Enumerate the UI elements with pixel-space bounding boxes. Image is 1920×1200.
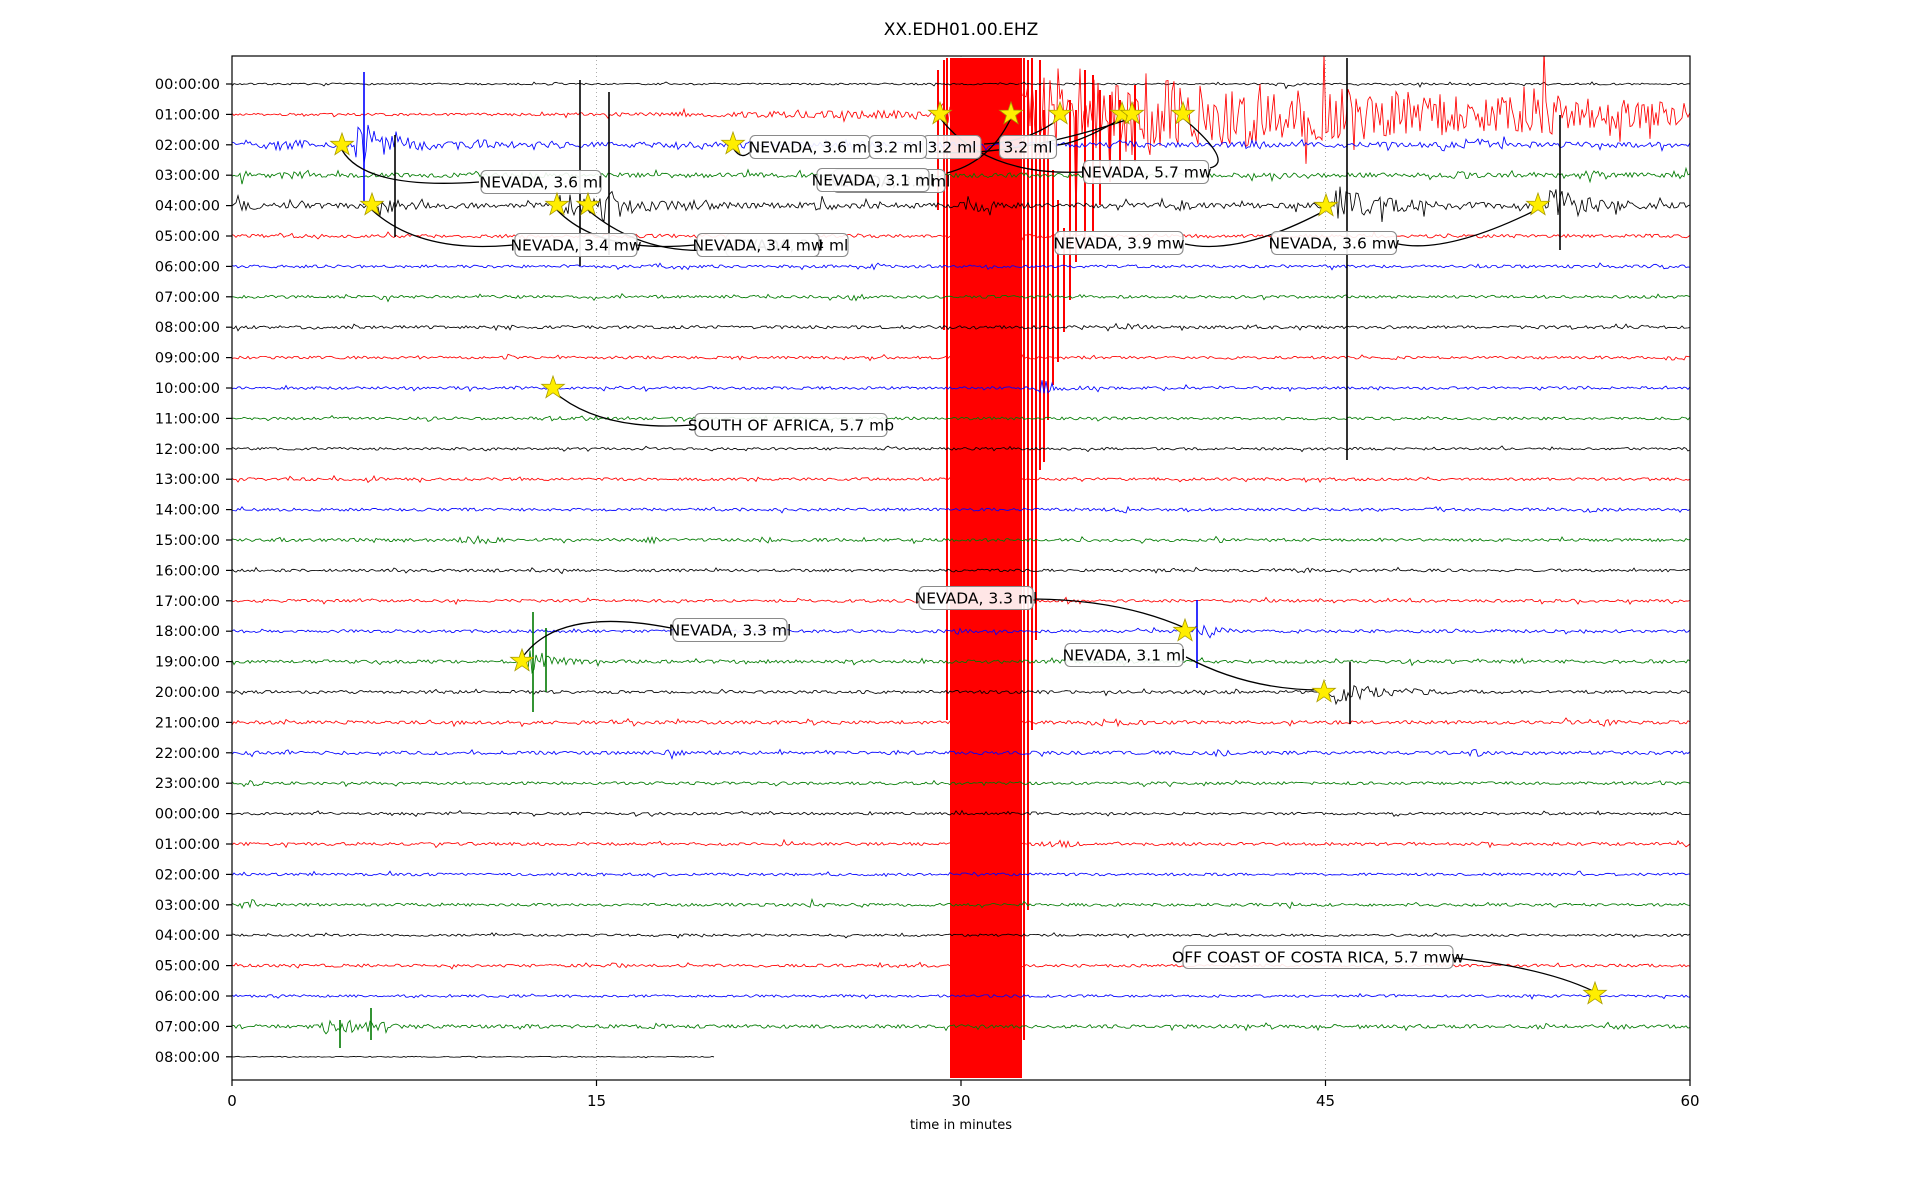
svg-text:00:00:00: 00:00:00 [155, 77, 220, 93]
svg-text:06:00:00: 06:00:00 [155, 989, 220, 1005]
event-label: OFF COAST OF COSTA RICA, 5.7 mww [1172, 944, 1464, 970]
svg-text:05:00:00: 05:00:00 [155, 959, 220, 975]
event-label: NEVADA, 3.3 ml [669, 617, 792, 643]
svg-text:03:00:00: 03:00:00 [155, 898, 220, 914]
event-star-marker [509, 647, 535, 672]
svg-text:3.2 ml: 3.2 ml [874, 139, 923, 157]
svg-text:NEVADA, 3.3 ml: NEVADA, 3.3 ml [915, 590, 1038, 608]
event-label: NEVADA, 3.1 ml [1063, 642, 1186, 668]
event-label: 3.2 ml [868, 134, 928, 160]
event-label: NEVADA, 3.1 ml [812, 167, 935, 193]
event-star-marker [1582, 980, 1608, 1005]
x-axis-label: time in minutes [909, 1118, 1013, 1133]
svg-text:13:00:00: 13:00:00 [155, 472, 220, 488]
svg-text:02:00:00: 02:00:00 [155, 138, 220, 154]
svg-text:01:00:00: 01:00:00 [155, 107, 220, 123]
svg-text:NEVADA, 3.6 ml: NEVADA, 3.6 ml [749, 139, 872, 157]
event-star-marker [1313, 192, 1339, 217]
event-label: NEVADA, 3.4 mw [510, 232, 642, 258]
svg-text:NEVADA, 3.1 ml: NEVADA, 3.1 ml [1063, 647, 1186, 665]
svg-text:20:00:00: 20:00:00 [155, 685, 220, 701]
svg-text:0: 0 [227, 1092, 237, 1110]
event-star-marker [1525, 191, 1551, 216]
svg-text:15:00:00: 15:00:00 [155, 533, 220, 549]
plot-title: XX.EDH01.00.EHZ [883, 20, 1039, 40]
event-label: NEVADA, 3.6 ml [480, 169, 603, 195]
event-star-marker [1047, 100, 1073, 125]
svg-text:05:00:00: 05:00:00 [155, 229, 220, 245]
svg-text:19:00:00: 19:00:00 [155, 655, 220, 671]
svg-text:22:00:00: 22:00:00 [155, 746, 220, 762]
svg-text:17:00:00: 17:00:00 [155, 594, 220, 610]
event-star-marker [1119, 100, 1145, 125]
event-star-marker [544, 191, 570, 216]
svg-text:07:00:00: 07:00:00 [155, 290, 220, 306]
svg-text:NEVADA, 3.3 ml: NEVADA, 3.3 ml [669, 622, 792, 640]
svg-text:14:00:00: 14:00:00 [155, 503, 220, 519]
event-label: NEVADA, 3.4 mw [692, 232, 824, 258]
svg-text:02:00:00: 02:00:00 [155, 867, 220, 883]
svg-text:SOUTH OF AFRICA, 5.7 mb: SOUTH OF AFRICA, 5.7 mb [688, 417, 894, 435]
svg-text:NEVADA, 3.1 ml: NEVADA, 3.1 ml [812, 172, 935, 190]
svg-text:09:00:00: 09:00:00 [155, 351, 220, 367]
svg-text:00:00:00: 00:00:00 [155, 807, 220, 823]
svg-text:16:00:00: 16:00:00 [155, 563, 220, 579]
svg-text:NEVADA, 3.6 mw: NEVADA, 3.6 mw [1268, 235, 1399, 253]
event-label: NEVADA, 3.9 mw [1053, 230, 1185, 256]
svg-text:NEVADA, 3.4 mw: NEVADA, 3.4 mw [692, 237, 823, 255]
svg-text:30: 30 [951, 1092, 970, 1110]
svg-text:OFF COAST OF COSTA RICA, 5.7 m: OFF COAST OF COSTA RICA, 5.7 mww [1172, 949, 1464, 967]
svg-text:10:00:00: 10:00:00 [155, 381, 220, 397]
svg-text:3.2 ml: 3.2 ml [928, 139, 977, 157]
event-star-marker [575, 191, 601, 216]
svg-text:45: 45 [1316, 1092, 1335, 1110]
event-star-marker [998, 100, 1024, 125]
svg-text:3.2 ml: 3.2 ml [1004, 139, 1053, 157]
event-label: SOUTH OF AFRICA, 5.7 mb [688, 412, 894, 438]
svg-text:NEVADA, 3.9 mw: NEVADA, 3.9 mw [1053, 235, 1184, 253]
event-star-marker [1170, 100, 1196, 125]
svg-text:18:00:00: 18:00:00 [155, 624, 220, 640]
svg-text:03:00:00: 03:00:00 [155, 168, 220, 184]
event-star-marker [540, 374, 566, 399]
event-label: 3.2 ml [922, 134, 982, 160]
event-star-marker [329, 131, 355, 156]
svg-text:01:00:00: 01:00:00 [155, 837, 220, 853]
svg-text:12:00:00: 12:00:00 [155, 442, 220, 458]
svg-text:04:00:00: 04:00:00 [155, 199, 220, 215]
svg-text:06:00:00: 06:00:00 [155, 259, 220, 275]
svg-text:11:00:00: 11:00:00 [155, 411, 220, 427]
event-label: NEVADA, 5.7 mw [1080, 159, 1212, 185]
svg-text:23:00:00: 23:00:00 [155, 776, 220, 792]
event-star-marker [927, 100, 953, 125]
event-star-marker [359, 191, 385, 216]
svg-text:NEVADA, 3.4 mw: NEVADA, 3.4 mw [510, 237, 641, 255]
event-label: NEVADA, 3.6 mw [1268, 230, 1400, 256]
svg-text:08:00:00: 08:00:00 [155, 320, 220, 336]
svg-text:15: 15 [587, 1092, 606, 1110]
event-star-marker [1311, 678, 1337, 703]
svg-text:07:00:00: 07:00:00 [155, 1019, 220, 1035]
event-star-marker [1172, 617, 1198, 642]
svg-text:08:00:00: 08:00:00 [155, 1050, 220, 1066]
svg-text:04:00:00: 04:00:00 [155, 928, 220, 944]
event-label: 3.2 ml [998, 134, 1058, 160]
svg-text:NEVADA, 3.6 ml: NEVADA, 3.6 ml [480, 174, 603, 192]
svg-text:NEVADA, 5.7 mw: NEVADA, 5.7 mw [1080, 164, 1211, 182]
svg-text:21:00:00: 21:00:00 [155, 715, 220, 731]
event-star-marker [720, 130, 746, 155]
svg-text:60: 60 [1680, 1092, 1699, 1110]
event-label: NEVADA, 3.6 ml [749, 134, 872, 160]
event-label: NEVADA, 3.3 ml [915, 585, 1038, 611]
